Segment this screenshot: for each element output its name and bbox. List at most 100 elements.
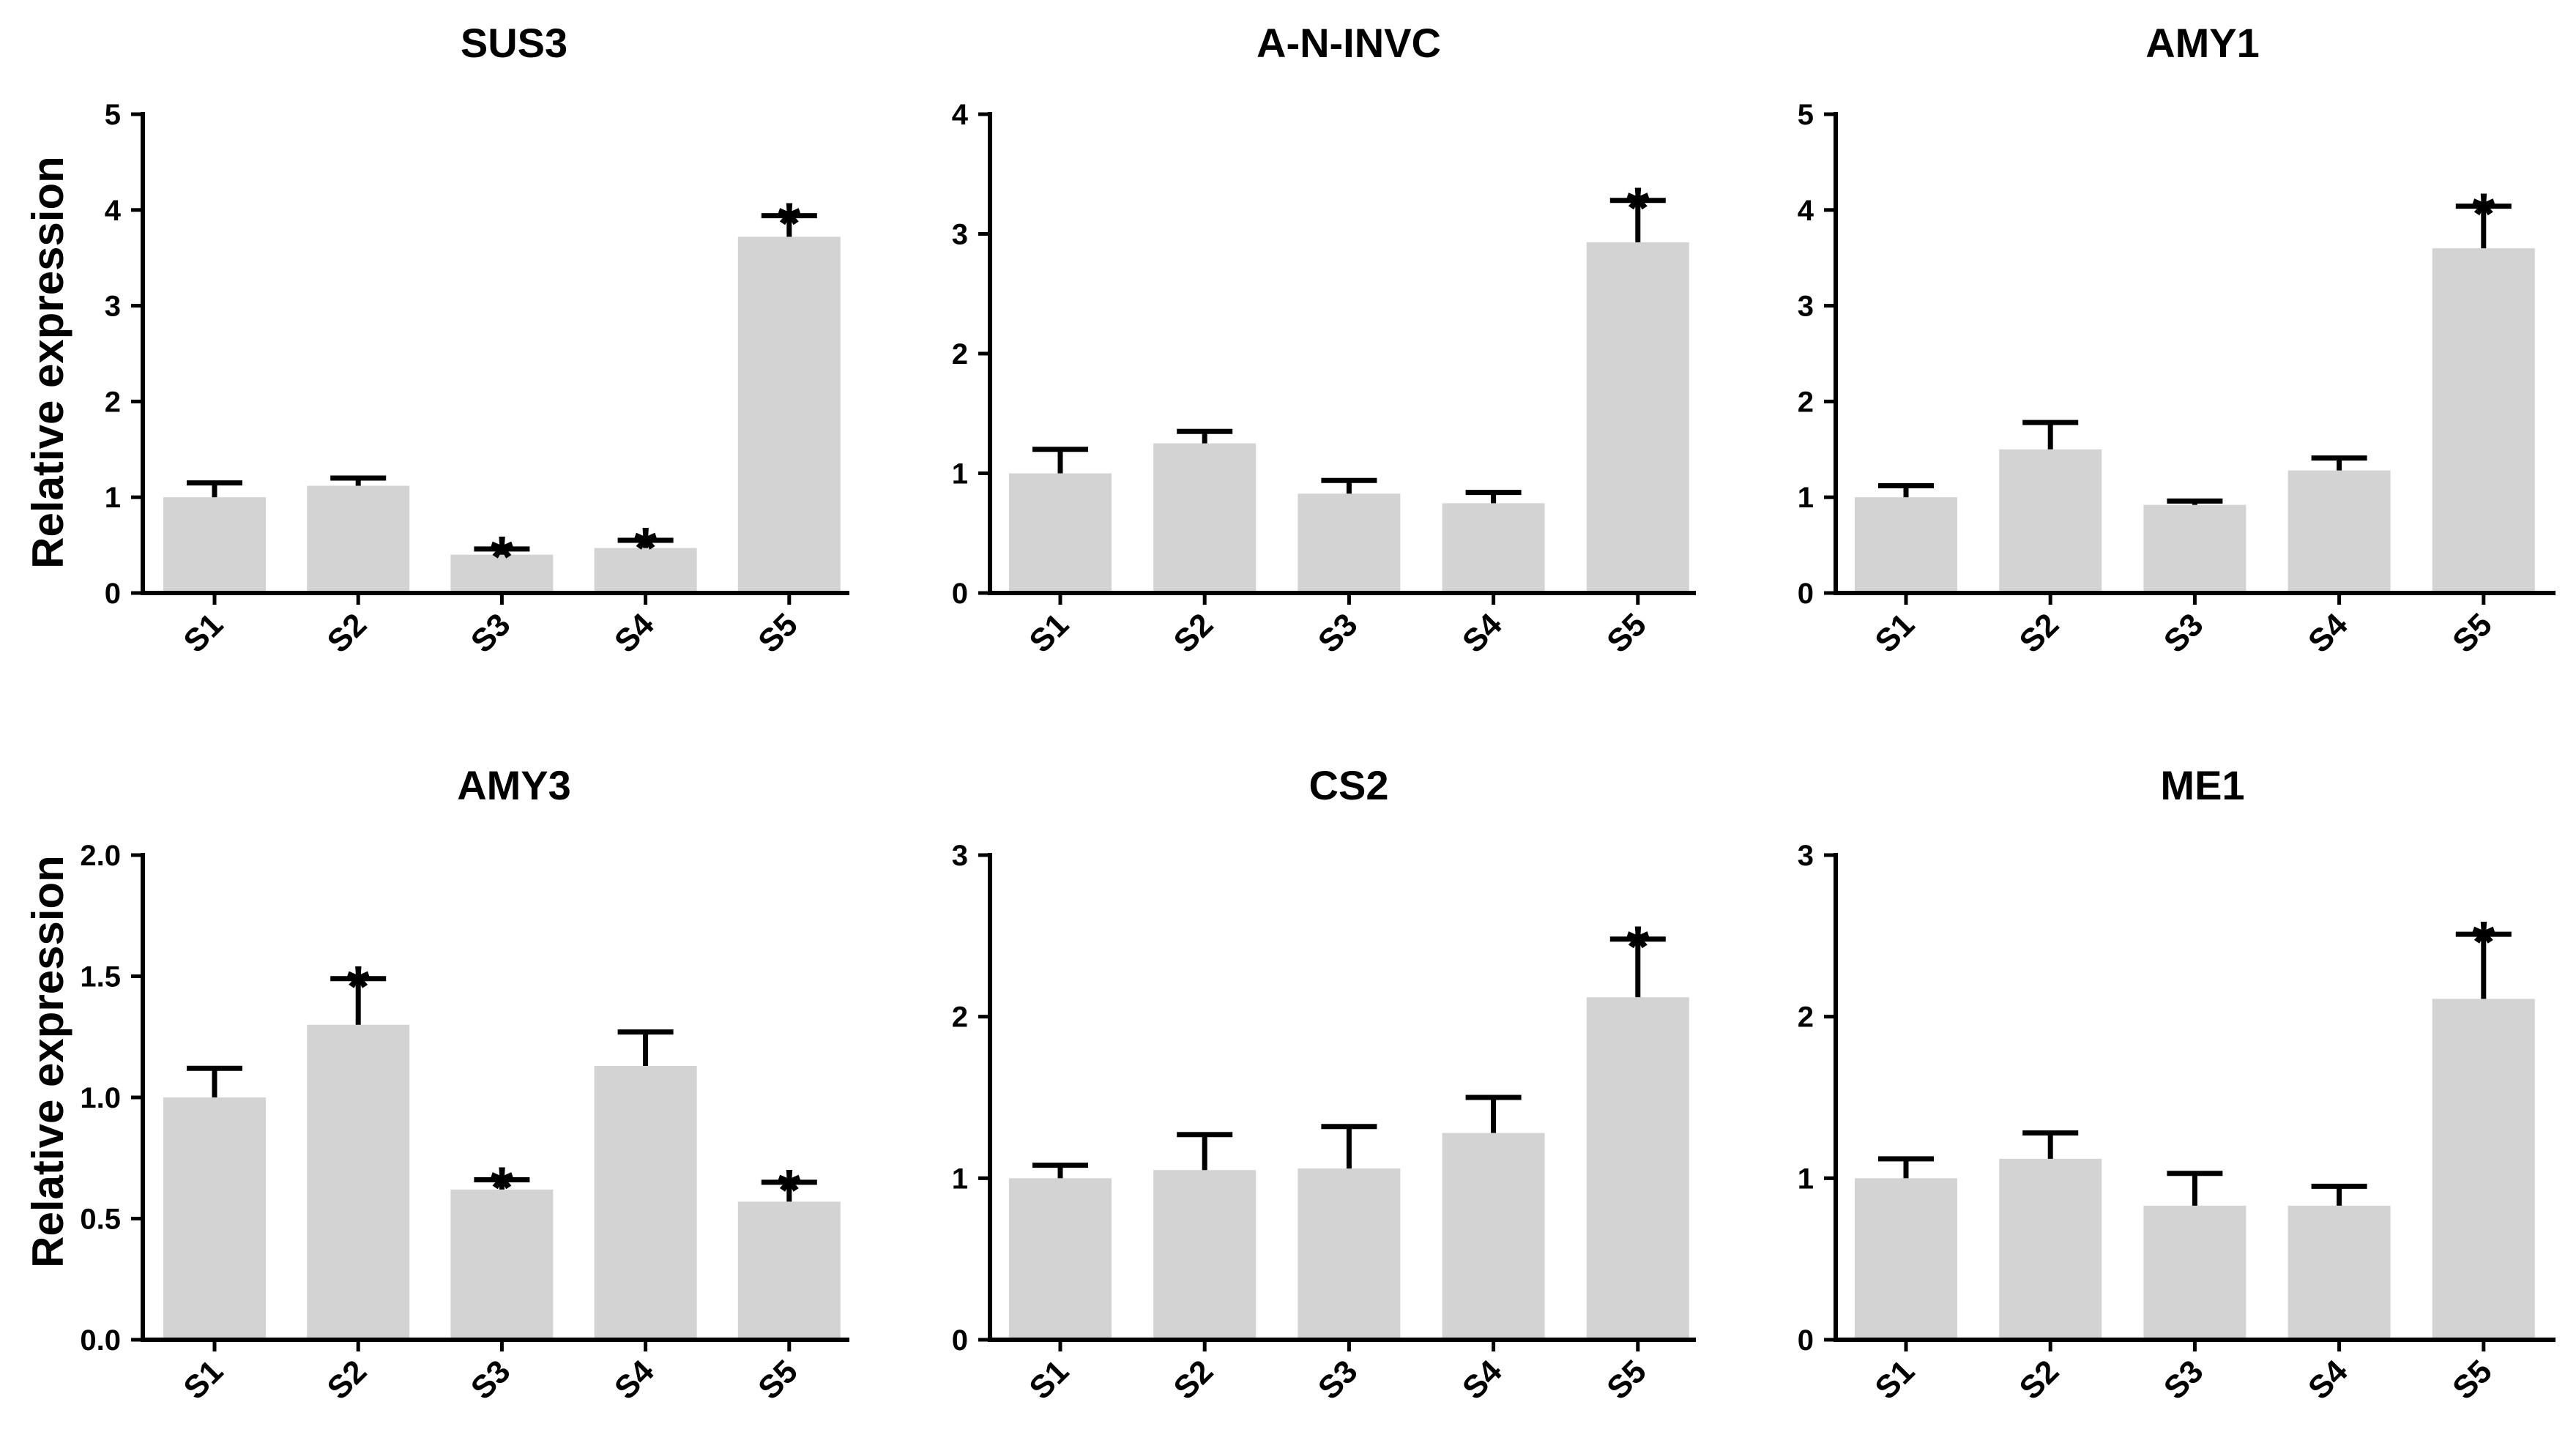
error-bar-s1	[187, 1065, 242, 1097]
bar-s5	[1586, 997, 1689, 1340]
error-bar-s3	[2167, 498, 2223, 505]
x-tick-label: S1	[1868, 1353, 1921, 1406]
error-bar-s1	[187, 480, 242, 498]
x-tick-label: S3	[464, 606, 518, 660]
error-bar-s2	[1177, 1132, 1233, 1171]
y-axis-label: Relative expression	[23, 855, 72, 1268]
bar-s1	[1009, 473, 1112, 593]
y-tick-label: 1.0	[80, 1082, 121, 1114]
y-tick-label: 2	[105, 386, 121, 418]
bar-s2	[1153, 443, 1257, 593]
error-bar-s3	[2167, 1171, 2223, 1206]
x-tick-label: S3	[2157, 1353, 2211, 1406]
x-tick-label: S1	[1022, 606, 1076, 660]
x-tick-label: S5	[1600, 1353, 1653, 1406]
bar-s2	[1153, 1170, 1257, 1340]
error-bar-s3	[474, 1177, 530, 1190]
y-tick-label: 5	[1798, 99, 1814, 131]
error-bar-s5	[761, 1179, 817, 1202]
error-bar-s1	[1032, 1163, 1088, 1179]
significance-marker: *	[1626, 914, 1650, 980]
x-tick-label: S2	[2013, 606, 2066, 660]
bar-s3	[450, 554, 554, 593]
x-tick-label: S2	[321, 1353, 374, 1406]
bar-s3	[1298, 493, 1401, 593]
error-bar-s2	[330, 976, 387, 1025]
panel-title: CS2	[1309, 762, 1389, 808]
bar-s1	[163, 1097, 266, 1340]
error-bar-s3	[1321, 1124, 1377, 1169]
y-tick-label: 2	[952, 1002, 968, 1034]
x-tick-label: S3	[1311, 606, 1365, 660]
error-bar-s4	[2311, 1183, 2367, 1206]
error-bar-s5	[1609, 936, 1666, 998]
y-tick-label: 2	[1798, 1002, 1814, 1034]
bar-s1	[163, 497, 266, 593]
y-tick-label: 1	[105, 482, 121, 514]
bar-s2	[1999, 449, 2102, 593]
error-bar-s1	[1878, 1156, 1934, 1179]
bar-s5	[1586, 242, 1689, 593]
error-bar-s1	[1032, 447, 1088, 474]
panel-sus3: SUS3 Relative expression * * * 0 1 2 3 4 5 S1 S2 S3 S4…	[23, 20, 849, 660]
panel-title: A-N-INVC	[1257, 20, 1441, 66]
x-tick-label: S4	[1456, 606, 1509, 660]
x-tick-label: S4	[2301, 606, 2355, 660]
panel-cs2: CS2 * 0 1 2 3 S1 S2 S3 S4 S5	[952, 762, 1696, 1406]
x-tick-label: S5	[1600, 606, 1653, 660]
y-tick-label: 4	[1798, 195, 1814, 227]
bar-s4	[1442, 1133, 1545, 1340]
bar-s1	[1855, 1178, 1957, 1340]
y-tick-label: 1.5	[80, 961, 121, 993]
bar-s3	[450, 1189, 554, 1340]
significance-marker: *	[347, 954, 371, 1019]
bar-s4	[594, 548, 697, 593]
y-tick-label: 0	[1798, 578, 1814, 610]
y-tick-label: 3	[1798, 840, 1814, 872]
y-tick-label: 4	[105, 195, 122, 227]
significance-marker: *	[778, 1157, 801, 1223]
error-bar-s5	[2455, 931, 2512, 999]
y-tick-label: 2	[952, 338, 968, 370]
y-axis-label: Relative expression	[23, 156, 72, 569]
error-bar-s4	[617, 537, 674, 548]
significance-marker: *	[1626, 176, 1650, 241]
y-tick-label: 0	[952, 1324, 968, 1357]
significance-marker: *	[491, 524, 514, 589]
x-tick-label: S5	[2446, 1353, 2499, 1406]
x-tick-label: S4	[608, 606, 661, 660]
x-tick-label: S1	[176, 1353, 230, 1406]
y-tick-label: 3	[1798, 291, 1814, 323]
error-bar-s5	[2455, 204, 2512, 249]
bar-s4	[1442, 503, 1545, 593]
y-tick-label: 3	[952, 219, 968, 251]
significance-marker: *	[778, 191, 801, 256]
bar-s1	[1855, 497, 1957, 593]
error-bar-s4	[1465, 490, 1522, 504]
y-tick-label: 0	[952, 578, 968, 610]
y-tick-label: 1	[952, 1163, 968, 1195]
bar-s3	[2143, 504, 2246, 593]
y-tick-label: 1	[952, 458, 968, 491]
y-tick-label: 4	[952, 99, 969, 131]
x-tick-label: S5	[751, 606, 805, 660]
bar-s4	[594, 1065, 697, 1340]
x-tick-label: S4	[2301, 1353, 2355, 1406]
bar-s5	[737, 236, 841, 593]
y-tick-label: 3	[105, 291, 121, 323]
panel-title: ME1	[2160, 762, 2244, 808]
bar-s2	[307, 485, 410, 593]
bar-s5	[2432, 248, 2535, 593]
bar-s5	[2432, 999, 2535, 1340]
y-tick-label: 1	[1798, 1163, 1814, 1195]
x-tick-label: S4	[1456, 1353, 1509, 1406]
panel-a-n-invc: A-N-INVC * 0 1 2 3 4 S1 S2 S3 S4 S5	[952, 20, 1696, 660]
panel-title: AMY1	[2145, 20, 2260, 66]
x-tick-label: S5	[2446, 606, 2499, 660]
bar-s3	[2143, 1205, 2246, 1340]
bar-s4	[2287, 470, 2391, 593]
y-tick-label: 0.0	[80, 1324, 121, 1357]
x-tick-label: S2	[2013, 1353, 2066, 1406]
error-bar-s4	[1465, 1094, 1522, 1133]
